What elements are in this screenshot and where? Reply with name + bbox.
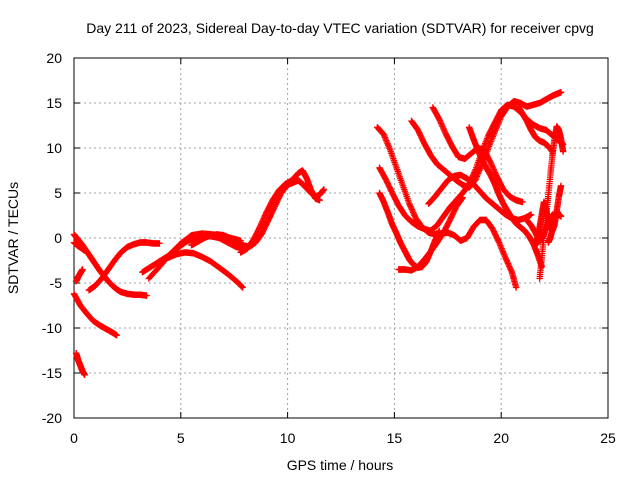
x-tick-label: 15 (387, 430, 403, 446)
x-axis-label: GPS time / hours (287, 457, 394, 473)
y-tick-label: 10 (46, 140, 62, 156)
data-points (70, 89, 567, 378)
series-arc-06 (85, 239, 163, 294)
y-tick-label: -5 (50, 275, 63, 291)
y-tick-label: 0 (54, 230, 62, 246)
x-tick-label: 0 (70, 430, 78, 446)
x-tick-label: 10 (280, 430, 296, 446)
data-point (239, 284, 246, 291)
y-tick-label: -15 (42, 365, 62, 381)
series-arc-02 (70, 290, 120, 339)
y-tick-label: 5 (54, 185, 62, 201)
data-point (549, 211, 556, 218)
series-arc-05 (70, 239, 88, 254)
data-point (459, 194, 466, 201)
x-tick-label: 25 (600, 430, 616, 446)
x-tick-label: 20 (493, 430, 509, 446)
series-arc-13 (376, 101, 567, 234)
data-point (527, 211, 535, 218)
data-point (512, 284, 520, 291)
data-point (320, 186, 328, 193)
data-point (156, 240, 163, 247)
data-point (316, 197, 323, 204)
x-tick-label: 5 (177, 430, 185, 446)
series-arc-17 (395, 194, 466, 274)
data-point (79, 266, 86, 273)
y-tick-label: -10 (42, 320, 62, 336)
series-arc-11 (237, 167, 323, 256)
y-tick-label: -20 (42, 410, 62, 426)
series-arc-22 (515, 103, 556, 155)
series-arc-18 (425, 171, 535, 224)
y-axis-label: SDTVAR / TECUs (5, 182, 21, 294)
data-point (113, 332, 120, 339)
series-arc-19 (465, 124, 545, 270)
data-point (519, 198, 526, 206)
data-point (559, 148, 567, 155)
data-point (143, 292, 150, 299)
chart-title: Day 211 of 2023, Sidereal Day-to-day VTE… (86, 20, 594, 36)
data-point (81, 247, 88, 254)
series-arc-01 (72, 350, 88, 378)
series-arc-03 (72, 266, 86, 285)
data-point (557, 213, 565, 220)
y-tick-label: 20 (46, 50, 62, 66)
series-arc-10 (188, 177, 328, 251)
series-arc-24 (523, 211, 556, 245)
data-point (549, 148, 556, 155)
data-point (81, 371, 88, 378)
data-point (557, 89, 565, 96)
data-point (557, 182, 565, 189)
axis-ticks: 0 5 10 15 20 25 -20 -15 -10 -5 0 5 10 15 20 (42, 50, 616, 446)
y-tick-label: 15 (46, 95, 62, 111)
